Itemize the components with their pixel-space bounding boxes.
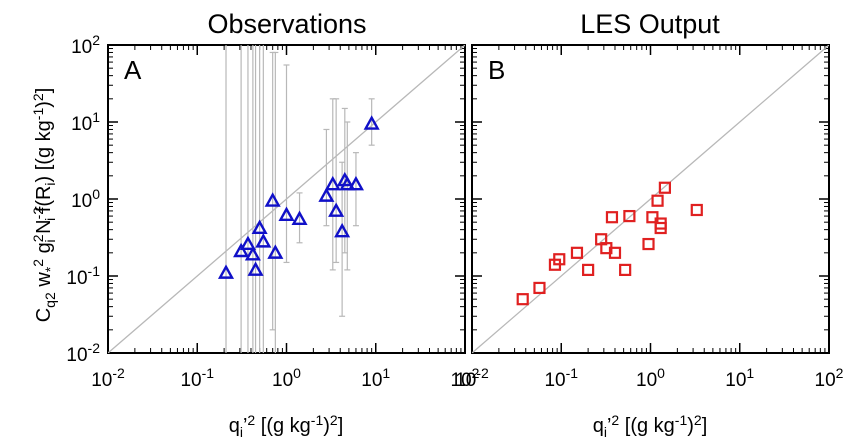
panel-b-title: LES Output xyxy=(580,9,720,39)
plot-area xyxy=(108,45,465,353)
x-tick-label: 10-2 xyxy=(91,365,125,391)
x-tick-label: 10-1 xyxy=(180,365,214,391)
y-tick-label: 10-2 xyxy=(66,340,100,366)
x-tick-label: 101 xyxy=(361,365,390,391)
data-point xyxy=(572,248,582,258)
data-point xyxy=(583,265,593,275)
x-tick-label: 102 xyxy=(815,365,844,391)
panel-b-plot xyxy=(472,45,829,353)
y-tick-label: 10-1 xyxy=(66,263,100,289)
x-tick-label: 10-1 xyxy=(544,365,578,391)
panel-a-y-axis-label: Cq2 w*2 g2i N-2i f(Ri) [(g kg-1)2] xyxy=(30,88,58,323)
data-point xyxy=(607,212,617,222)
x-tick-label: 100 xyxy=(272,365,301,391)
y-tick-label: 102 xyxy=(71,32,100,58)
data-point xyxy=(644,239,654,249)
panel-a-letter: A xyxy=(124,55,142,85)
panel-b-x-axis-label: qi’2 [(g kg-1)2] xyxy=(593,412,708,440)
panel-a-plot xyxy=(108,45,465,353)
panel-a-x-axis-label: qi’2 [(g kg-1)2] xyxy=(229,412,344,440)
panel-b-tick-labels: 10-2 10-1 100 101 102 xyxy=(455,365,843,391)
one-to-one-line xyxy=(472,45,829,353)
x-tick-label: 101 xyxy=(725,365,754,391)
panel-b: LES Output B 10-2 10-1 100 101 102 qi’2 [(g … xyxy=(455,9,843,440)
y-tick-label: 101 xyxy=(71,109,100,135)
y-tick-label: 100 xyxy=(71,186,100,212)
panel-b-letter: B xyxy=(488,55,505,85)
data-point xyxy=(620,265,630,275)
data-point xyxy=(692,205,702,215)
plot-area xyxy=(472,45,829,353)
panel-a-title: Observations xyxy=(207,9,366,39)
panel-a: Observations A 10-2 10-1 100 101 102 10-2 10-1… xyxy=(30,9,480,440)
data-point xyxy=(518,294,528,304)
x-tick-label: 100 xyxy=(636,365,665,391)
data-point xyxy=(653,196,663,206)
